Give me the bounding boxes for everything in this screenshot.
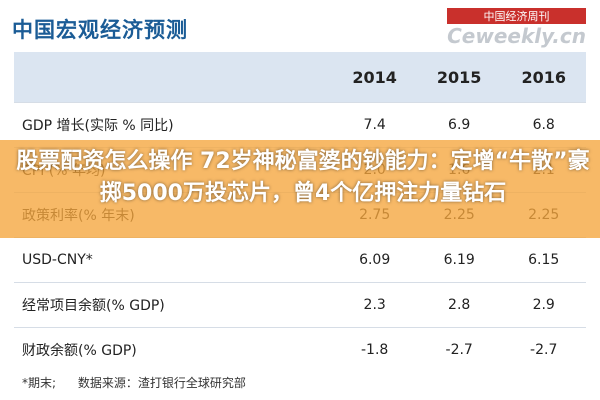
table-row: 经常项目余额(% GDP) 2.3 2.8 2.9 (14, 282, 586, 328)
watermark-top: 中国经济周刊 (447, 8, 586, 24)
cell-value: 6.19 (416, 237, 502, 283)
column-header: 2015 (416, 52, 502, 103)
table-row: USD-CNY* 6.09 6.19 6.15 (14, 237, 586, 283)
cell-value: 6.15 (501, 237, 586, 283)
cell-value: 6.09 (332, 237, 417, 283)
overlay-banner (0, 140, 600, 238)
cell-value: 2.8 (416, 282, 502, 328)
cell-value: -2.7 (416, 327, 502, 372)
cell-value: 6.9 (416, 102, 502, 148)
overlay-headline[interactable]: 股票配资怎么操作 72岁神秘富婆的钞能力：定增“牛散”豪掷5000万投芯片，曾4… (16, 149, 590, 206)
cell-value: 7.4 (332, 102, 417, 148)
footnote: *期末; 数据来源：渣打银行全球研究部 (22, 374, 264, 391)
row-label: 经常项目余额(% GDP) (14, 282, 333, 328)
watermark: 中国经济周刊 Ceweekly.cn (447, 8, 586, 48)
title: 中国宏观经济预测 (12, 18, 188, 42)
column-header: 2016 (501, 52, 586, 103)
cell-value: 2.9 (501, 282, 586, 328)
corner (14, 52, 333, 103)
table-row: 财政余额(% GDP) -1.8 -2.7 -2.7 (14, 327, 586, 372)
header-row: 2014 2015 2016 (14, 52, 586, 103)
cell-value: 2.3 (332, 282, 417, 328)
row-label: GDP 增长(实际 % 同比) (14, 102, 333, 148)
column-header: 2014 (332, 52, 417, 103)
footnote-source: 数据来源：渣打银行全球研究部 (77, 376, 246, 390)
row-label: 财政余额(% GDP) (14, 327, 333, 372)
cell-value: -1.8 (332, 327, 417, 372)
table-row: GDP 增长(实际 % 同比) 7.4 6.9 6.8 (14, 102, 586, 148)
watermark-site: Ceweekly.cn (447, 24, 586, 48)
footnote-note: *期末; (22, 376, 57, 390)
row-label: USD-CNY* (14, 237, 333, 283)
cell-value: -2.7 (501, 327, 586, 372)
cell-value: 6.8 (501, 102, 586, 148)
